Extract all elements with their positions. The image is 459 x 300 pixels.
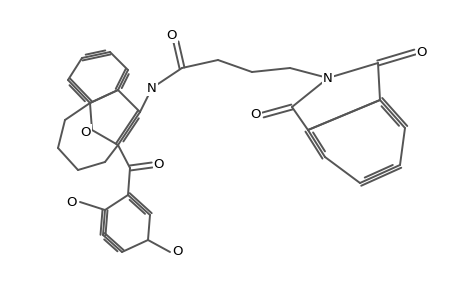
- Text: O: O: [250, 109, 261, 122]
- Text: O: O: [153, 158, 164, 172]
- Text: N: N: [322, 71, 332, 85]
- Text: O: O: [81, 125, 91, 139]
- Text: O: O: [173, 245, 183, 259]
- Text: O: O: [416, 46, 426, 59]
- Text: N: N: [147, 82, 157, 94]
- Text: O: O: [67, 196, 77, 208]
- Text: O: O: [166, 28, 177, 41]
